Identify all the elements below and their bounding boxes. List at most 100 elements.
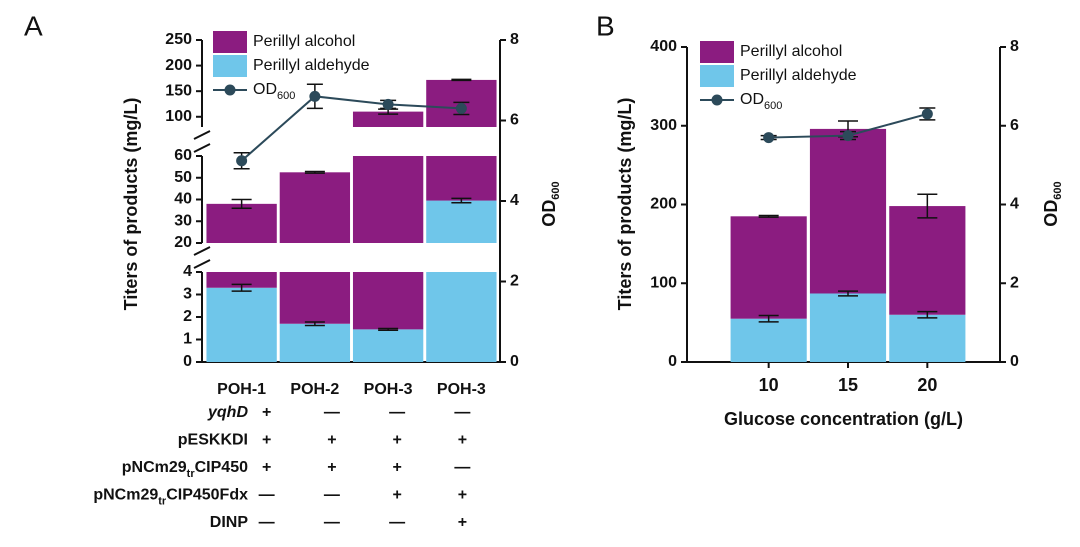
- condition-mark: —: [389, 514, 405, 531]
- bar: [206, 272, 277, 288]
- od-line: [240, 95, 462, 162]
- y-tick-label: 400: [650, 38, 677, 55]
- legend-swatch: [700, 65, 734, 87]
- legend-label: Perillyl aldehyde: [740, 67, 857, 84]
- condition-label: yqhD: [207, 404, 248, 421]
- condition-mark: +: [262, 432, 271, 449]
- od-point: [309, 90, 321, 102]
- error-bar: [451, 197, 472, 204]
- condition-label-part: tr: [187, 468, 196, 480]
- condition-label-part: pNCm29: [93, 487, 158, 504]
- y-tick-label: 2: [183, 308, 192, 325]
- y-tick-label: 250: [165, 31, 192, 48]
- x-tick-label: POH-3: [437, 381, 486, 398]
- condition-mark: +: [327, 432, 336, 449]
- y2-tick-label: 6: [510, 112, 519, 129]
- x-axis-label: Glucose concentration (g/L): [724, 409, 963, 429]
- condition-mark: +: [458, 487, 467, 504]
- y-axis-label: Titers of products (mg/L): [615, 98, 635, 311]
- condition-mark: +: [392, 487, 401, 504]
- y2-axis-label-part: 600: [1052, 181, 1064, 199]
- condition-label-part: CIP450: [195, 459, 248, 476]
- condition-mark: —: [324, 514, 340, 531]
- y2-tick-label: 4: [510, 192, 519, 209]
- condition-label-part: tr: [158, 495, 167, 507]
- condition-mark: —: [259, 514, 275, 531]
- bar: [426, 272, 497, 362]
- y-tick-label: 200: [650, 196, 677, 213]
- y-axis-label: Titers of products (mg/L): [121, 98, 141, 311]
- condition-mark: —: [389, 404, 405, 421]
- condition-mark: +: [392, 459, 401, 476]
- bar: [809, 128, 887, 294]
- condition-mark: +: [392, 432, 401, 449]
- error-bar: [304, 321, 325, 327]
- y2-axis-label: OD600: [1041, 181, 1064, 226]
- od-point: [921, 108, 933, 120]
- od-point: [382, 98, 394, 110]
- bar: [426, 156, 497, 201]
- error-bar: [231, 198, 252, 209]
- y2-tick-label: 2: [510, 273, 519, 290]
- bar: [279, 323, 351, 362]
- condition-mark: —: [324, 404, 340, 421]
- x-tick-label: 20: [917, 375, 937, 395]
- condition-label: DINP: [210, 514, 249, 531]
- x-tick-label: 10: [759, 375, 779, 395]
- y-tick-label: 150: [165, 82, 192, 99]
- y-tick-label: 20: [174, 234, 192, 251]
- condition-label-part: CIP450Fdx: [166, 487, 248, 504]
- y-tick-label: 4: [183, 263, 192, 280]
- condition-label-part: DINP: [210, 514, 249, 531]
- legend-label-part: 600: [277, 90, 295, 102]
- y-tick-label: 50: [174, 169, 192, 186]
- y-tick-label: 0: [668, 353, 677, 370]
- y2-axis-label-part: OD: [1041, 200, 1061, 227]
- legend-dot: [224, 84, 236, 96]
- error-bar: [758, 314, 779, 323]
- error-bar: [231, 283, 252, 292]
- bar: [889, 206, 966, 315]
- x-tick-label: POH-1: [217, 381, 266, 398]
- bar: [730, 216, 807, 319]
- y2-tick-label: 0: [510, 353, 519, 370]
- bar: [352, 111, 424, 127]
- error-bar: [917, 193, 938, 219]
- od-point: [842, 130, 854, 142]
- error-bar: [451, 78, 472, 82]
- bar: [426, 200, 497, 243]
- bar: [279, 272, 351, 324]
- y-tick-label: 60: [174, 147, 192, 164]
- condition-label-part: pESKKDI: [178, 432, 248, 449]
- bar: [206, 203, 277, 243]
- x-tick-label: 15: [838, 375, 858, 395]
- y-tick-label: 300: [650, 117, 677, 134]
- bar: [352, 329, 424, 362]
- y-tick-label: 0: [183, 353, 192, 370]
- y-tick-label: 100: [165, 108, 192, 125]
- condition-mark: +: [327, 459, 336, 476]
- legend-swatch: [213, 55, 247, 77]
- panel-letter: B: [596, 10, 615, 41]
- axis-break: [193, 143, 211, 153]
- legend-swatch: [213, 31, 247, 53]
- y2-tick-label: 4: [1010, 196, 1019, 213]
- error-bar: [917, 310, 938, 319]
- y-tick-label: 1: [183, 331, 192, 348]
- error-bar: [304, 170, 325, 174]
- condition-mark: —: [259, 487, 275, 504]
- axis-break: [193, 130, 211, 140]
- y-tick-label: 100: [650, 274, 677, 291]
- axis-break: [193, 246, 211, 256]
- axis-break: [193, 259, 211, 269]
- error-bar: [378, 327, 399, 332]
- bar: [730, 318, 807, 362]
- x-tick-label: POH-2: [290, 381, 339, 398]
- legend-swatch: [700, 41, 734, 63]
- condition-mark: —: [454, 459, 470, 476]
- od-point: [236, 155, 248, 167]
- y2-tick-label: 6: [1010, 117, 1019, 134]
- y2-axis-label-part: OD: [539, 200, 559, 227]
- condition-label: pNCm29trCIP450: [122, 459, 248, 480]
